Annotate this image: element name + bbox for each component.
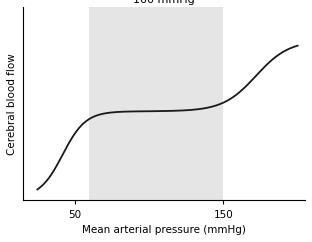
- Y-axis label: Cerebral blood flow: Cerebral blood flow: [7, 53, 17, 155]
- X-axis label: Mean arterial pressure (mmHg): Mean arterial pressure (mmHg): [82, 225, 246, 235]
- Bar: [90, 7, 223, 200]
- Text: 100 mmHg: 100 mmHg: [133, 0, 195, 5]
